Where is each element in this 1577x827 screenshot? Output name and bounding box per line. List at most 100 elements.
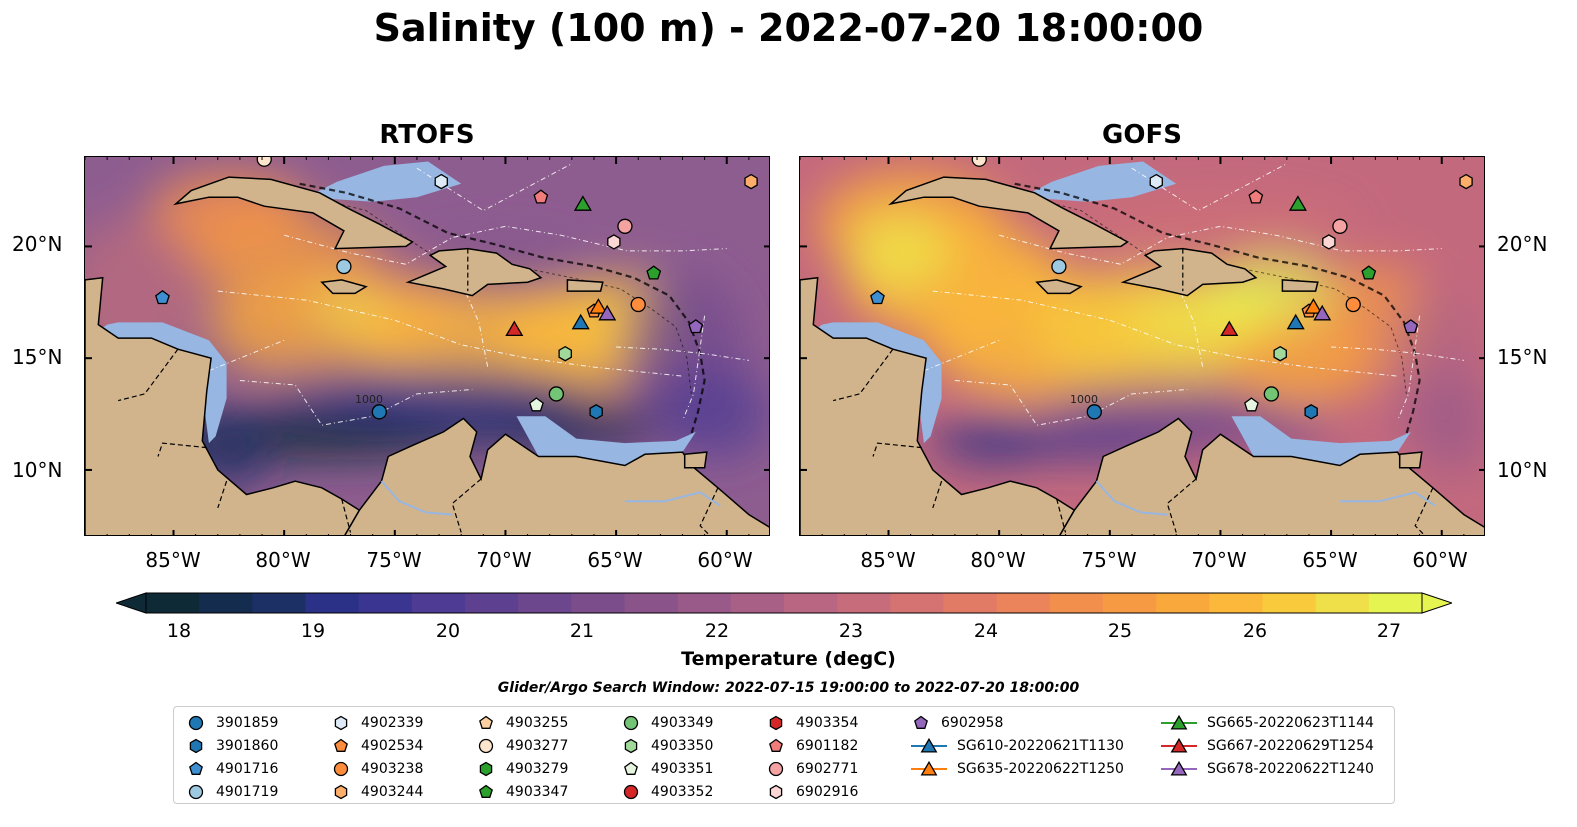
lon-tick-label: 85°W bbox=[860, 548, 916, 572]
legend-column: 4903354 6901182 6902771 6902916 bbox=[764, 711, 858, 803]
legend-label: SG635-20220622T1250 bbox=[957, 760, 1124, 777]
colorbar-segment bbox=[146, 593, 200, 613]
lon-tick-label: 80°W bbox=[255, 548, 311, 572]
legend-item: 3901859 bbox=[184, 711, 278, 734]
land-southAmerica bbox=[344, 417, 769, 535]
legend-column: 4903255 4903277 4903279 4903347 bbox=[474, 711, 568, 803]
legend-item: 4901716 bbox=[184, 757, 278, 780]
lon-tick-label: 65°W bbox=[587, 548, 643, 572]
observation-marker bbox=[589, 404, 603, 420]
observation-marker bbox=[256, 157, 272, 167]
country-border bbox=[118, 348, 179, 402]
legend-item: 4901719 bbox=[184, 780, 278, 803]
observation-marker bbox=[1345, 296, 1361, 313]
lon-tick-label: 85°W bbox=[145, 548, 201, 572]
river bbox=[624, 491, 721, 507]
observation-marker bbox=[155, 289, 170, 305]
legend-marker bbox=[189, 738, 203, 753]
legend-column: 4902339 4902534 4903238 4903244 bbox=[329, 711, 423, 803]
legend-item: 6902958 bbox=[909, 711, 1124, 734]
colorbar-tick-label: 25 bbox=[1107, 620, 1133, 642]
eez-boundary bbox=[616, 346, 749, 361]
legend-symbol bbox=[334, 715, 348, 730]
colorbar-segment bbox=[1315, 593, 1370, 613]
colorbar-frame bbox=[145, 592, 1423, 614]
colorbar-segment bbox=[837, 593, 891, 613]
legend-label: SG678-20220622T1240 bbox=[1207, 760, 1374, 777]
observation-marker bbox=[1361, 265, 1377, 280]
legend-column: 4903349 4903350 4903351 4903352 bbox=[619, 711, 713, 803]
legend-label: 6902958 bbox=[941, 714, 1004, 731]
legend-symbol bbox=[478, 738, 494, 753]
legend: 3901859 3901860 4901716 4901719 4902339 49025… bbox=[173, 706, 1395, 804]
observation-marker bbox=[617, 218, 633, 234]
legend-label: 4902534 bbox=[361, 737, 424, 754]
observation-marker bbox=[598, 304, 617, 321]
colorbar-tick-label: 21 bbox=[569, 620, 595, 642]
legend-symbol bbox=[188, 784, 204, 799]
legend-label: 3901860 bbox=[216, 737, 279, 754]
observation-marker bbox=[870, 289, 885, 305]
eez-boundary bbox=[129, 339, 285, 437]
colorbar-tick-label: 20 bbox=[435, 620, 461, 642]
observation-marker bbox=[1322, 234, 1336, 250]
legend-symbol bbox=[920, 760, 938, 776]
colorbar-tick-label: 23 bbox=[838, 620, 864, 642]
observation-marker bbox=[1248, 189, 1264, 204]
colorbar-segment bbox=[784, 593, 838, 613]
colorbar-segment bbox=[518, 593, 572, 613]
temperature-field bbox=[815, 169, 1484, 476]
country-border bbox=[1414, 487, 1434, 535]
legend-marker bbox=[1161, 714, 1197, 730]
lon-tick-label: 70°W bbox=[476, 548, 532, 572]
lat-tick-label: 20°N bbox=[12, 232, 63, 256]
eez-boundary bbox=[1397, 315, 1421, 421]
colorbar-segment bbox=[411, 593, 466, 613]
legend-symbol bbox=[920, 737, 938, 753]
colorbar-segment bbox=[730, 593, 785, 613]
legend-label: 4903347 bbox=[506, 783, 569, 800]
legend-item: SG635-20220622T1250 bbox=[909, 757, 1124, 780]
isobath-contour bbox=[1010, 192, 1407, 394]
lon-tick-label: 80°W bbox=[970, 548, 1026, 572]
legend-symbol bbox=[624, 738, 638, 753]
legend-label: 4903255 bbox=[506, 714, 569, 731]
legend-symbol bbox=[914, 715, 928, 729]
map-panel-gofs[interactable]: 1000 bbox=[799, 156, 1485, 536]
legend-label: 4901719 bbox=[216, 783, 279, 800]
observation-marker bbox=[529, 397, 544, 412]
land-jamaica bbox=[320, 279, 368, 295]
colorbar-segment bbox=[624, 593, 679, 613]
land-hispaniola bbox=[1120, 247, 1258, 297]
colorbar-segment bbox=[571, 593, 626, 613]
legend-item: 4903238 bbox=[329, 757, 423, 780]
colorbar-segment bbox=[358, 593, 413, 613]
observation-marker bbox=[1313, 304, 1332, 321]
legend-symbol bbox=[623, 784, 639, 799]
observation-marker bbox=[1288, 195, 1307, 211]
observation-marker bbox=[1051, 258, 1067, 275]
colorbar-tick-label: 27 bbox=[1376, 620, 1402, 642]
observation-marker bbox=[1273, 345, 1287, 362]
colorbar-extend-max bbox=[1421, 592, 1454, 614]
legend-symbol bbox=[333, 761, 349, 776]
legend-label: 4902339 bbox=[361, 714, 424, 731]
legend-item: 4903352 bbox=[619, 780, 713, 803]
legend-symbol bbox=[1170, 760, 1188, 776]
lon-tick-label: 60°W bbox=[697, 548, 753, 572]
lat-tick-label: 15°N bbox=[12, 345, 63, 369]
colorbar-extend-min bbox=[114, 592, 147, 614]
figure-title: Salinity (100 m) - 2022-07-20 18:00:00 bbox=[373, 6, 1204, 50]
contour-label: 1000 bbox=[1070, 393, 1098, 406]
map-canvas-gofs: 1000 bbox=[800, 157, 1484, 535]
observation-marker bbox=[688, 319, 704, 334]
legend-item: SG665-20220623T1144 bbox=[1159, 711, 1374, 734]
map-panel-rtofs[interactable]: 1000 bbox=[84, 156, 770, 536]
observation-marker bbox=[646, 265, 662, 280]
colorbar-segment bbox=[1049, 593, 1104, 613]
legend-marker bbox=[769, 715, 783, 730]
country-border bbox=[1056, 498, 1067, 533]
colorbar-tick-label: 24 bbox=[973, 620, 999, 642]
legend-label: 4903279 bbox=[506, 760, 569, 777]
observation-marker bbox=[1403, 319, 1419, 334]
